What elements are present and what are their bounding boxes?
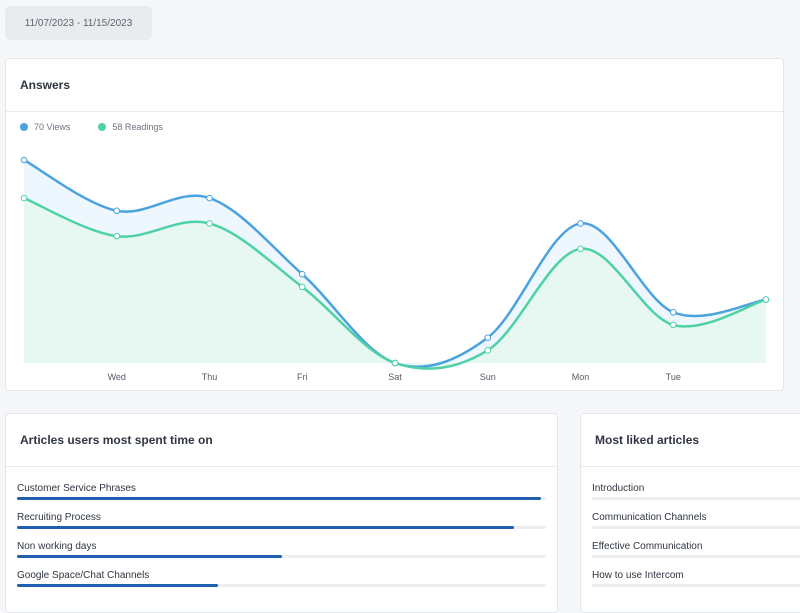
date-range-picker[interactable]: 11/07/2023 - 11/15/2023: [5, 6, 152, 40]
article-time-row[interactable]: Non working days: [17, 539, 546, 568]
article-time-label: Google Space/Chat Channels: [17, 570, 150, 581]
point-views[interactable]: [298, 270, 306, 278]
point-readings[interactable]: [762, 296, 770, 303]
legend-label-readings: 58 Readings: [112, 122, 163, 132]
article-time-label: Customer Service Phrases: [17, 483, 136, 494]
answers-title: Answers: [6, 59, 783, 112]
x-tick-label: Sat: [388, 372, 402, 382]
liked-article-label: Effective Communication: [592, 541, 703, 552]
readings-dot-icon: [98, 123, 107, 131]
legend-label-views: 70 Views: [34, 122, 71, 132]
articles-time-list: Customer Service Phrases Recruiting Proce…: [6, 467, 557, 597]
article-time-bar-fill: [17, 555, 282, 558]
answers-chart: Wed Thu Fri Sat Sun Mon Tue: [20, 156, 770, 382]
point-readings[interactable]: [298, 283, 306, 291]
liked-article-row[interactable]: How to use Intercom: [592, 568, 800, 597]
article-time-row[interactable]: Recruiting Process: [17, 510, 546, 539]
point-readings[interactable]: [113, 232, 121, 240]
most-liked-title: Most liked articles: [581, 414, 800, 467]
point-views[interactable]: [577, 220, 584, 227]
liked-article-bar-track: [592, 497, 800, 500]
point-views[interactable]: [20, 156, 28, 164]
article-time-bar-track: [17, 526, 546, 529]
liked-article-row[interactable]: Effective Communication: [592, 539, 800, 568]
point-readings[interactable]: [577, 245, 584, 253]
point-views[interactable]: [484, 334, 492, 341]
article-time-bar-track: [17, 584, 546, 587]
most-liked-list: Introduction Communication Channels Effect…: [581, 467, 800, 597]
x-tick-label: Thu: [202, 372, 218, 382]
x-tick-label: Sun: [480, 372, 496, 382]
legend-item-readings[interactable]: 58 Readings: [98, 122, 163, 132]
article-time-label: Non working days: [17, 541, 97, 552]
liked-article-label: How to use Intercom: [592, 570, 684, 581]
liked-article-bar-track: [592, 584, 800, 587]
article-time-row[interactable]: Google Space/Chat Channels: [17, 568, 546, 597]
article-time-row[interactable]: Customer Service Phrases: [17, 481, 546, 510]
point-views[interactable]: [206, 194, 213, 202]
liked-article-row[interactable]: Introduction: [592, 481, 800, 510]
article-time-bar-track: [17, 497, 546, 500]
views-dot-icon: [20, 123, 28, 131]
x-tick-label: Tue: [666, 372, 681, 382]
point-views[interactable]: [669, 308, 677, 316]
x-tick-label: Fri: [297, 372, 308, 382]
article-time-bar-fill: [17, 497, 541, 500]
most-liked-card: Most liked articles Introduction Communic…: [580, 413, 800, 613]
point-readings[interactable]: [20, 194, 28, 202]
x-tick-label: Mon: [572, 372, 590, 382]
liked-article-bar-track: [592, 526, 800, 529]
point-views[interactable]: [113, 207, 121, 215]
liked-article-label: Communication Channels: [592, 512, 707, 523]
chart-legend: 70 Views 58 Readings: [20, 122, 163, 132]
article-time-bar-track: [17, 555, 546, 558]
legend-item-views[interactable]: 70 Views: [20, 122, 70, 132]
liked-article-label: Introduction: [592, 483, 645, 494]
area-readings: [24, 198, 766, 369]
answers-card: Answers 70 Views 58 Readings Wed Thu Fri Sa…: [5, 58, 784, 391]
point-readings[interactable]: [206, 220, 213, 227]
x-tick-label: Wed: [108, 372, 126, 382]
article-time-bar-fill: [17, 526, 515, 529]
point-readings[interactable]: [484, 347, 492, 354]
point-readings[interactable]: [669, 321, 677, 329]
liked-article-bar-track: [592, 555, 800, 558]
articles-time-card: Articles users most spent time on Custom…: [5, 413, 558, 613]
article-time-label: Recruiting Process: [17, 512, 101, 523]
point-readings[interactable]: [391, 359, 399, 367]
articles-time-title: Articles users most spent time on: [6, 414, 557, 467]
article-time-bar-fill: [17, 584, 219, 587]
liked-article-row[interactable]: Communication Channels: [592, 510, 800, 539]
